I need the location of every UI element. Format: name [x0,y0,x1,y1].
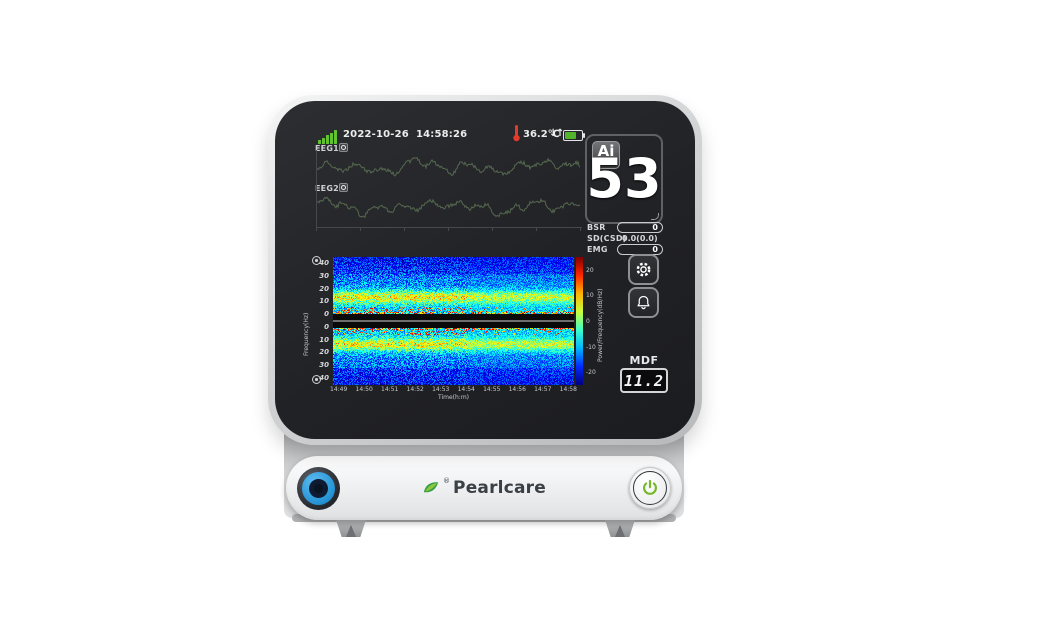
tick-label: 14:57 [534,386,552,393]
eeg-axis [316,150,317,228]
tick-label: 30 [319,272,329,280]
eeg2-waveform [316,189,580,225]
colorbar-label: Power/Frequency(dB/Hz) [597,288,604,362]
tick-label: 14:54 [457,386,475,393]
tick-label: -20 [586,369,596,377]
alarm-button[interactable] [628,287,659,318]
tick-label: -10 [586,343,596,351]
gear-icon [636,262,651,277]
mdf-label: MDF [629,354,659,367]
sd-csd-value: 0.0(0.0) [622,234,658,243]
ai-logo: Ai [592,141,620,169]
status-datetime: 2022-10-26 14:58:26 [343,129,467,140]
tick-label: 14:52 [406,386,424,393]
tick-label: 20 [319,285,329,293]
power-icon [643,479,657,495]
tick-label: 14:58 [559,386,577,393]
colorbar [576,257,583,385]
registered-mark: ® [443,477,451,485]
emg-label: EMG [587,245,608,254]
tick-label: 14:53 [432,386,450,393]
device-foot-right [604,517,636,537]
brand-text: Pearlcare [453,478,546,498]
bsr-value: 0 [652,222,658,232]
device-foot-left [335,517,367,537]
eeg-axis-tick [316,228,317,231]
eeg-axis-tick [448,228,449,231]
electrode-status-icon [312,375,321,384]
eeg1-waveform [316,149,580,185]
electrode-status-icon [312,256,321,265]
tick-label: 14:56 [508,386,526,393]
spectrogram-yticks: 40 30 20 10 0 0 10 20 30 40 [308,250,331,390]
tick-label: 0 [586,318,590,325]
eeg-axis-tick [404,228,405,231]
eeg-axis-tick [360,228,361,231]
eeg-axis [316,227,582,228]
emg-value: 0 [652,244,658,254]
battery-icon [563,130,585,141]
eeg-axis-tick [580,228,581,231]
tick-label: 10 [586,292,594,300]
front-panel [286,456,682,520]
brand-logo: ® Pearlcare [286,456,682,520]
spectrogram-xticks: 14:49 14:50 14:51 14:52 14:53 14:54 14:55 14:56… [330,386,577,393]
temperature-reading: 36.2℃ [523,129,560,140]
tick-label: 0 [324,310,329,318]
spectrogram-canvas [333,257,574,385]
bsr-bar: 0 [617,222,663,233]
spectrogram-xlabel: Time(h:m) [437,394,470,401]
tick-label: 0 [324,323,329,331]
mdf-display: 11.2 [620,368,668,393]
power-button[interactable] [629,467,671,509]
tick-label: 10 [319,336,329,344]
bell-icon [637,295,650,310]
panel-corner-mark [651,213,659,220]
status-time: 14:58:26 [415,129,468,140]
eeg-axis-tick [492,228,493,231]
data-transfer-arrows-icon: ↓↑ [549,128,564,139]
channel-label-eeg1: EEG1 [315,144,339,153]
settings-button[interactable] [628,254,659,285]
power-button-ring [633,471,667,505]
channel-label-eeg2: EEG2 [315,184,339,193]
sd-csd-label: SD(CSD) [587,234,627,243]
tick-label: 14:50 [355,386,373,393]
tick-label: 10 [319,297,329,305]
bsr-label: BSR [587,223,606,232]
colorbar-ticks: 20 10 0 -10 -20 [586,250,604,390]
thermometer-icon [513,125,520,142]
connector-button[interactable] [297,467,340,510]
tick-label: 20 [586,266,594,274]
tick-label: 14:49 [330,386,348,393]
signal-bars-icon [318,130,339,144]
tick-label: 14:55 [483,386,501,393]
mdf-value: 11.2 [623,371,665,390]
status-date: 2022-10-26 [343,129,409,140]
ai-logo-green-square [603,160,609,165]
ai-index-panel[interactable] [585,134,663,224]
battery-fill [565,132,576,139]
ai-index-value: 53 [586,147,662,210]
ai-logo-text: Ai [597,142,615,160]
tick-label: 40 [319,259,329,267]
connector-core [314,484,323,493]
tick-label: 40 [319,374,329,382]
leaf-icon [423,482,439,493]
tick-label: 30 [319,361,329,369]
eeg-axis-tick [536,228,537,231]
tick-label: 14:51 [381,386,399,393]
tick-label: 20 [319,348,329,356]
